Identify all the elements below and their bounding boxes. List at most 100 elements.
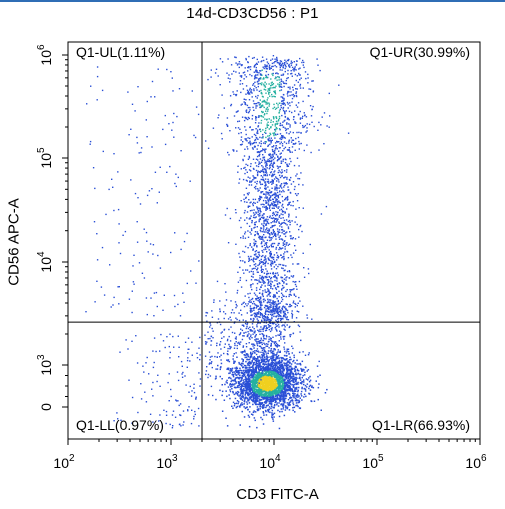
data-point [264,89,267,91]
data-point [228,372,230,375]
data-point [299,85,301,87]
data-point [277,178,279,180]
data-point [272,271,274,274]
data-point [286,362,288,364]
data-point [260,238,263,240]
data-point [264,369,266,371]
data-point [289,356,291,359]
data-point [275,215,277,217]
data-point [294,143,296,145]
data-point [311,80,313,82]
data-point [276,252,278,254]
data-point [233,379,235,381]
data-point [292,302,294,304]
data-point [261,374,264,377]
data-point [248,258,250,260]
data-point [242,395,245,398]
data-point [256,396,258,399]
data-point [261,69,263,71]
data-point [261,402,263,405]
data-point [252,212,255,214]
data-point [272,205,275,207]
data-point [287,361,289,364]
data-point [255,212,258,214]
data-point [262,281,264,283]
data-point [249,378,251,381]
data-point [249,265,251,267]
data-point [246,391,248,393]
data-point [238,61,241,63]
data-point [249,165,252,168]
data-point [285,182,287,184]
data-point [227,368,230,371]
data-point [289,382,291,384]
data-point [240,91,242,94]
data-point [240,380,243,382]
data-point [251,220,253,222]
data-point [225,390,227,392]
data-point [262,224,264,227]
data-point [287,77,289,79]
data-point [273,391,275,393]
data-point [245,396,247,399]
data-point [262,170,265,173]
data-point [263,77,265,79]
data-point [274,186,276,188]
data-point [271,93,273,96]
data-point [246,104,249,107]
data-point [259,298,261,301]
data-point [253,376,255,379]
data-point [306,383,309,385]
data-point [265,391,267,393]
data-point [250,330,253,332]
data-point [253,177,255,180]
data-point [299,362,302,365]
data-point [317,375,319,378]
data-point [262,251,264,253]
data-point [281,191,283,193]
data-point [246,370,248,373]
data-point [276,387,278,389]
data-point [254,81,256,83]
data-point [242,385,244,388]
data-point [230,377,232,380]
data-point [259,262,261,264]
data-point [260,145,262,147]
data-point [302,184,304,186]
data-point [275,358,277,360]
data-point [287,59,289,62]
data-point [277,120,280,122]
data-point [255,374,258,377]
data-point [285,142,288,145]
data-point [255,371,257,374]
data-point [296,194,298,197]
data-point [227,77,229,79]
data-point [248,377,250,380]
data-point [262,217,265,219]
data-point [273,153,276,155]
data-point [293,95,295,98]
data-point [239,374,241,377]
data-point [268,102,270,104]
data-point [282,267,284,270]
data-point [232,373,235,376]
data-point [295,79,297,82]
data-point [266,295,268,297]
data-point [256,295,258,297]
data-point [276,228,279,230]
data-point [255,134,257,137]
data-point [278,85,280,87]
data-point [271,281,274,283]
data-point [262,368,265,371]
data-point [272,395,274,398]
data-point [265,329,268,331]
data-point [272,302,275,305]
data-point [282,368,284,371]
data-point [254,198,257,201]
data-point [279,379,281,381]
data-point [228,394,230,396]
data-point [220,366,222,368]
data-point [278,236,280,238]
data-point [271,181,274,183]
data-point [286,377,288,379]
